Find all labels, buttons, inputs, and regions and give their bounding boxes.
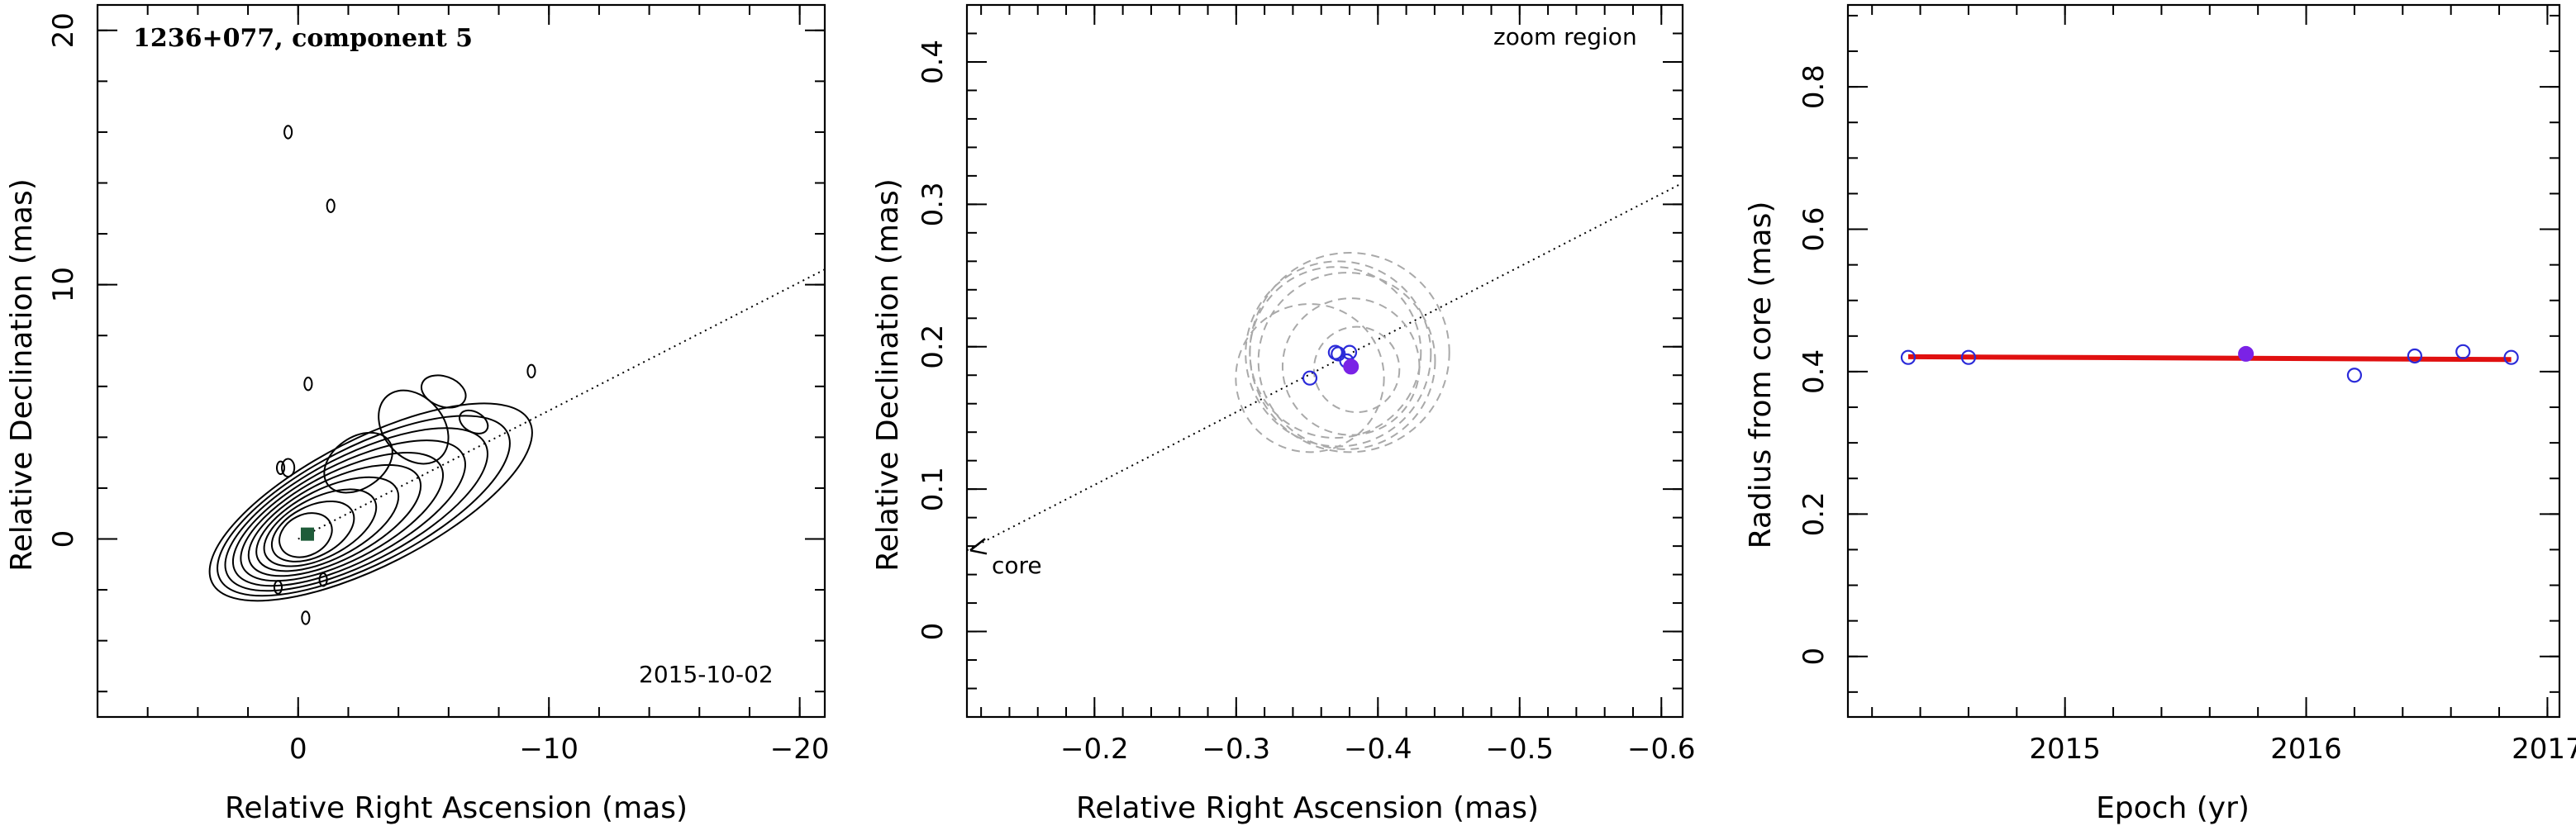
y-tick-label: 0.4 [1797, 349, 1831, 394]
data-point [2346, 368, 2363, 383]
y-axis-label-panel1: Relative Declination (mas) [5, 178, 39, 572]
data-point [1960, 349, 1977, 365]
error-circle [1257, 272, 1436, 450]
error-circle [1245, 260, 1432, 448]
contour-blob [526, 363, 536, 379]
jet-direction-line [298, 268, 826, 540]
x-axis-label-panel1: Relative Right Ascension (mas) [225, 791, 688, 825]
y-tick-label: 10 [47, 267, 80, 302]
filled-point [1343, 358, 1359, 375]
plot-frame [965, 3, 1684, 719]
error-circle [1312, 325, 1401, 414]
contour-blob [326, 198, 336, 213]
y-tick-label: 0.8 [1797, 64, 1831, 109]
fit-line [1907, 354, 2512, 363]
panel-zoom-region: zoom region core Relative Right Ascensio… [871, 3, 1696, 825]
y-tick-label: 0 [47, 530, 80, 548]
contour-level [255, 476, 400, 572]
filled-data-point [2238, 345, 2255, 362]
contour-level [208, 402, 533, 602]
y-tick-label: 0.6 [1797, 206, 1831, 251]
y-tick-label: 0 [917, 623, 950, 641]
plot-frame [96, 3, 826, 719]
x-axis-label-panel2: Relative Right Ascension (mas) [1076, 791, 1539, 825]
error-circle [1281, 297, 1421, 436]
x-tick-label: −0.2 [1060, 733, 1129, 766]
x-tick-label: 2017 [2512, 733, 2576, 766]
zoom-region-annotation: zoom region [1493, 23, 1637, 50]
contour-level [279, 512, 333, 558]
contour-lobe [420, 374, 467, 409]
contour-lobe [281, 458, 296, 478]
panel-radius-vs-epoch: Epoch (yr) Radius from core (mas) 2015 20… [1744, 3, 2576, 825]
contour-lobe [378, 389, 450, 465]
contour-blob [273, 580, 283, 595]
y-tick-label: 0.1 [917, 467, 950, 511]
contour-blob [301, 610, 311, 625]
y-axis-label-panel2: Relative Declination (mas) [871, 178, 905, 572]
contour-blob [275, 460, 286, 475]
data-point [1900, 349, 1917, 365]
epoch-annotation: 2015-10-02 [639, 661, 774, 688]
contour-level [247, 463, 422, 577]
panel-contour-map: 1236+077, component 5 2015-10-02 Relativ… [5, 3, 830, 825]
contour-level [240, 452, 445, 582]
plot-frame [1846, 3, 2561, 719]
y-axis-label-panel3: Radius from core (mas) [1744, 202, 1778, 549]
open-point [1302, 370, 1318, 386]
contour-blob [283, 125, 293, 140]
contour-blob [318, 572, 328, 587]
x-tick-label: 0 [289, 733, 307, 766]
x-tick-label: −20 [770, 733, 830, 766]
x-tick-label: −0.5 [1486, 733, 1555, 766]
data-point [2503, 349, 2519, 365]
x-tick-label: −0.4 [1344, 733, 1412, 766]
core-annotation: core [992, 552, 1042, 579]
contour-lobe [323, 431, 393, 494]
chart-title: 1236+077, component 5 [133, 24, 473, 53]
contour-blob [303, 377, 313, 392]
x-tick-label: −10 [519, 733, 579, 766]
contour-level [224, 427, 488, 592]
x-tick-label: 2015 [2029, 733, 2101, 766]
data-point [2407, 348, 2422, 364]
x-axis-label-panel3: Epoch (yr) [2096, 791, 2250, 825]
x-tick-label: −0.6 [1627, 733, 1696, 766]
component-marker [300, 527, 314, 541]
data-point [2455, 344, 2471, 359]
y-tick-label: 0 [1797, 648, 1831, 666]
contour-lobe [459, 409, 489, 434]
core-arrow-head [969, 538, 988, 555]
error-circle [1235, 303, 1385, 453]
contour-level [231, 439, 466, 587]
contour-level [217, 415, 511, 597]
error-circle [1249, 251, 1450, 453]
error-circle [1249, 266, 1422, 439]
y-tick-label: 0.2 [1797, 491, 1831, 536]
core-direction-line [966, 182, 1683, 552]
contour-level [270, 500, 355, 563]
y-tick-label: 0.2 [917, 325, 950, 369]
y-tick-label: 0.4 [917, 40, 950, 84]
y-tick-label: 0.3 [917, 182, 950, 226]
x-tick-label: −0.3 [1202, 733, 1271, 766]
x-tick-label: 2016 [2270, 733, 2342, 766]
y-tick-label: 20 [47, 12, 80, 48]
contour-level [263, 488, 378, 567]
